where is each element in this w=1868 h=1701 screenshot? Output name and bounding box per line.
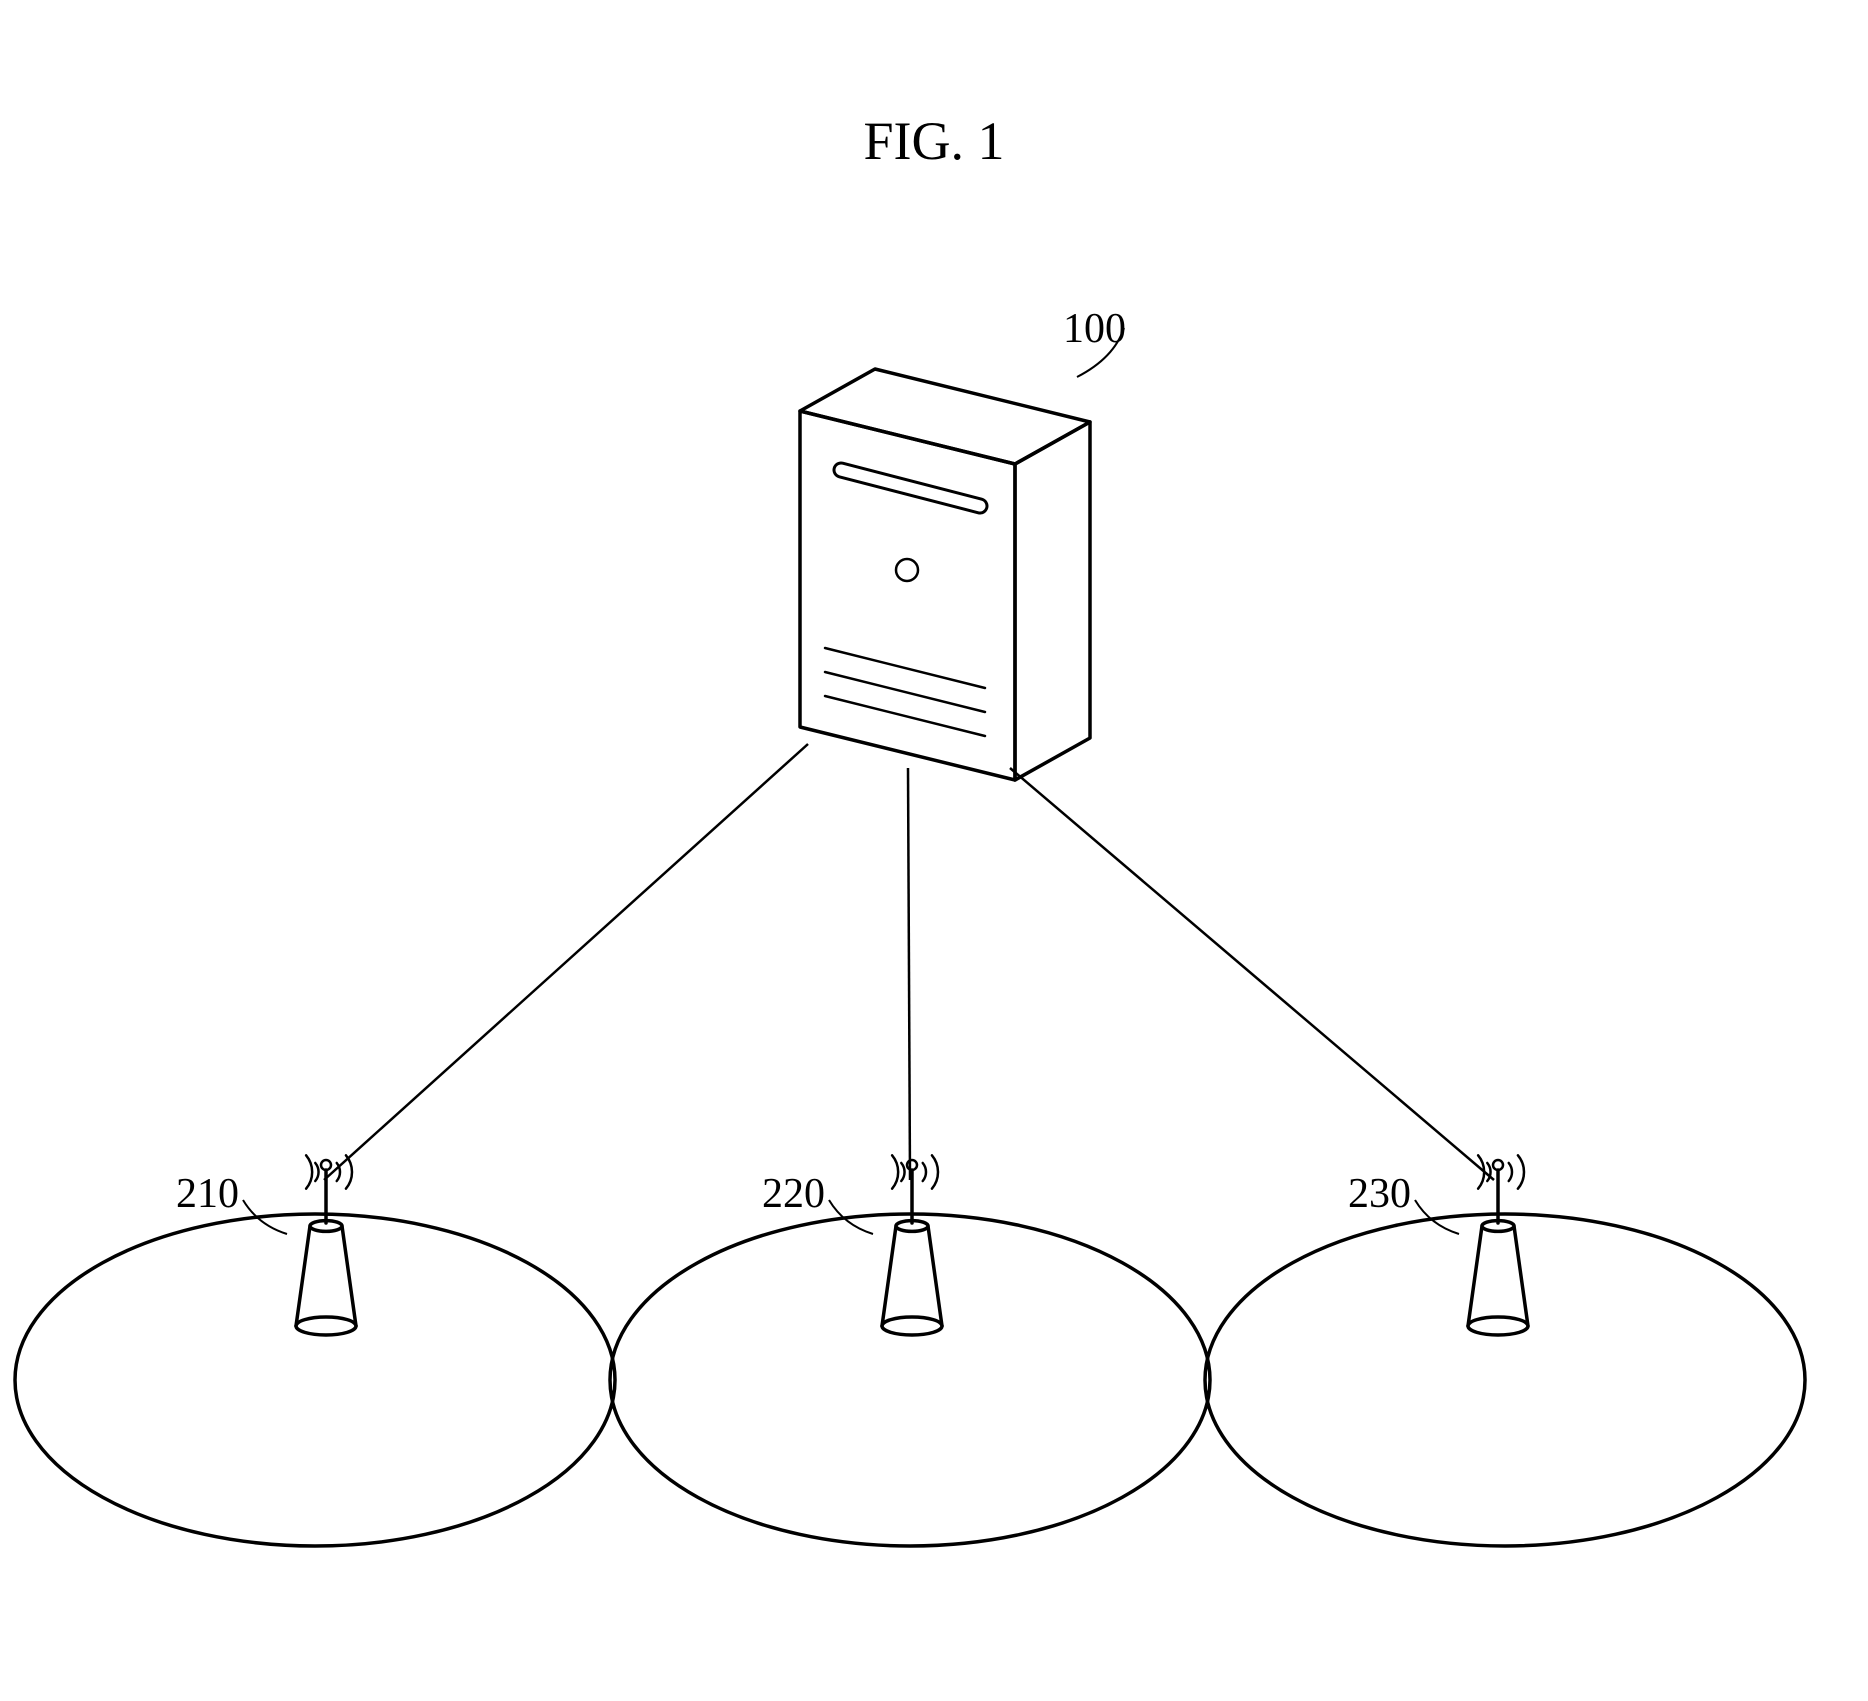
tower-ref-label: 210 [176, 1170, 239, 1218]
radio-wave-icon [892, 1155, 898, 1188]
server-power-button [896, 559, 918, 581]
diagram-svg [0, 0, 1868, 1701]
radio-wave-icon [306, 1155, 312, 1188]
tower-base-side [882, 1226, 942, 1326]
radio-wave-icon [1518, 1155, 1524, 1188]
radio-wave-icon [1478, 1155, 1484, 1188]
coverage-ellipse [1205, 1214, 1805, 1546]
tower-base-side [1468, 1226, 1528, 1326]
radio-wave-icon [932, 1155, 938, 1188]
tower-base-bottom [882, 1317, 942, 1335]
server-vent-line [825, 672, 985, 712]
tower-ref-label: 230 [1348, 1170, 1411, 1218]
connection-line [1010, 768, 1494, 1180]
server-top-face [800, 369, 1090, 464]
tower-base-side [296, 1226, 356, 1326]
tower-base-bottom [296, 1317, 356, 1335]
connection-line [324, 744, 808, 1180]
connection-line [908, 768, 910, 1180]
tower-base-bottom [1468, 1317, 1528, 1335]
server-vent-line [825, 696, 985, 736]
radio-wave-icon [1509, 1163, 1512, 1181]
coverage-ellipse [610, 1214, 1210, 1546]
radio-wave-icon [337, 1163, 340, 1181]
tower-ref-label: 220 [762, 1170, 825, 1218]
radio-wave-icon [1487, 1163, 1490, 1181]
radio-wave-icon [315, 1163, 318, 1181]
server-vent-line [825, 648, 985, 688]
coverage-ellipse [15, 1214, 615, 1546]
radio-wave-icon [901, 1163, 904, 1181]
server-side-face [1015, 422, 1090, 780]
server-drive-slot-inner [841, 470, 980, 506]
server-ref-label: 100 [1063, 305, 1126, 353]
server-front-face [800, 411, 1015, 780]
radio-wave-icon [923, 1163, 926, 1181]
